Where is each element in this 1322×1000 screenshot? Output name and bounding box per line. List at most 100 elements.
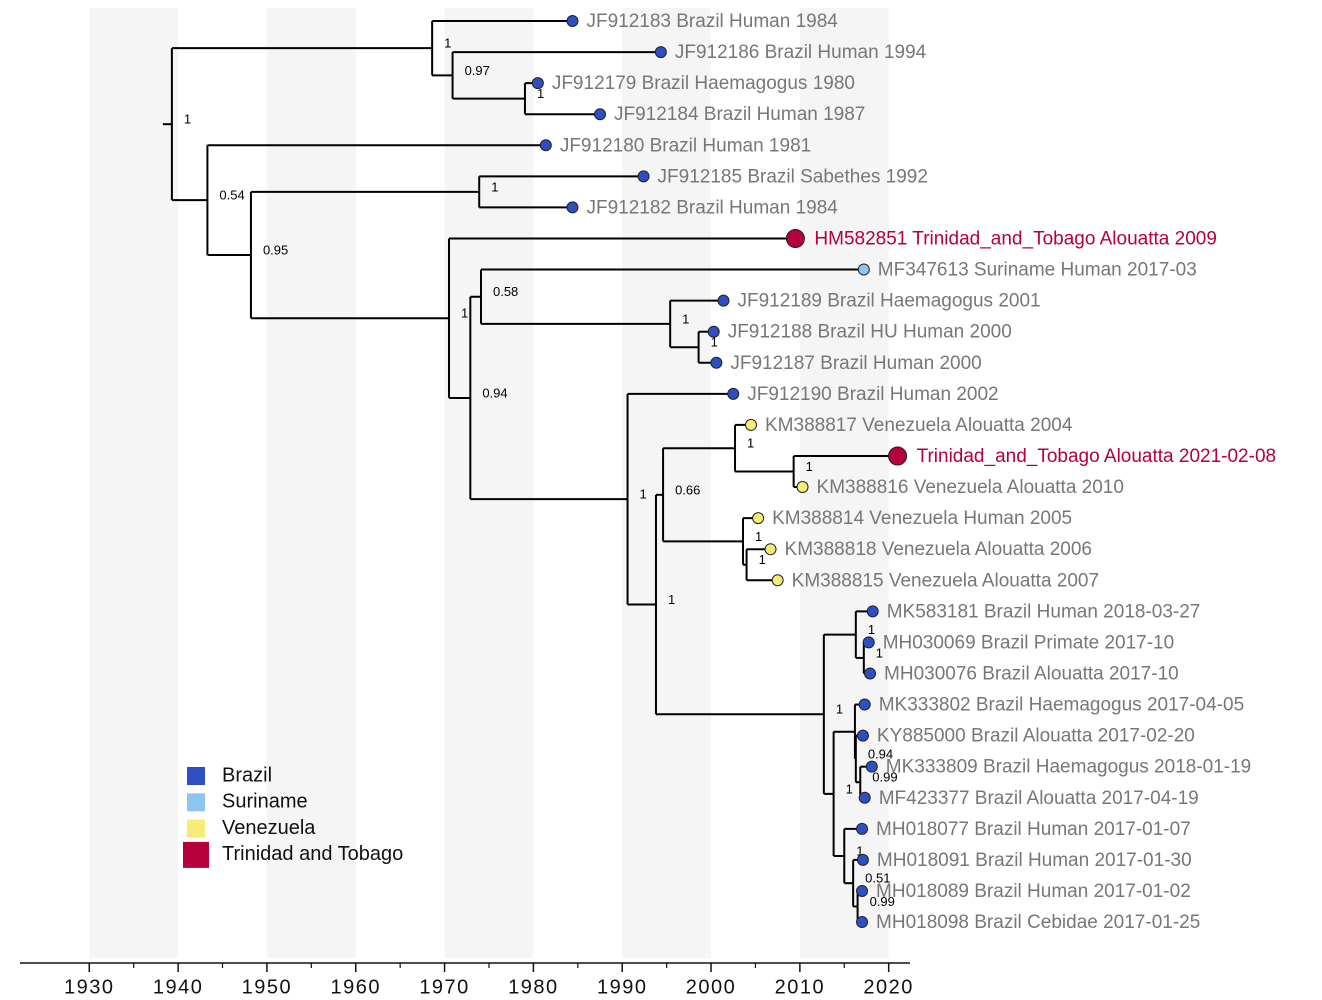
tip-label: HM582851 Trinidad_and_Tobago Alouatta 20… — [814, 229, 1217, 250]
support-label: 1 — [747, 436, 754, 451]
tip-label: MH018077 Brazil Human 2017-01-07 — [876, 819, 1191, 840]
x-tick-label: 1990 — [597, 976, 648, 998]
x-tick-label: 2000 — [686, 976, 737, 998]
tip-label: MH018091 Brazil Human 2017-01-30 — [877, 850, 1192, 871]
tip-label: Trinidad_and_Tobago Alouatta 2021-02-08 — [917, 446, 1277, 467]
support-label: 0.99 — [872, 770, 897, 785]
x-tick-label: 1930 — [64, 976, 115, 998]
tip-marker — [710, 356, 723, 369]
tip-marker — [856, 822, 869, 835]
support-label: 1 — [711, 335, 718, 350]
tip-marker — [717, 294, 730, 307]
tip-label: MH018089 Brazil Human 2017-01-02 — [876, 881, 1191, 902]
tip-label: MK333802 Brazil Haemagogus 2017-04-05 — [879, 695, 1244, 716]
support-label: 0.94 — [482, 385, 507, 400]
tip-marker — [707, 325, 720, 338]
tip-marker — [862, 636, 875, 649]
tip-label: MH018098 Brazil Cebidae 2017-01-25 — [876, 912, 1200, 933]
support-label: 1 — [856, 843, 863, 858]
tip-label: JF912183 Brazil Human 1984 — [586, 11, 838, 32]
tip-marker — [566, 15, 579, 27]
legend-swatch — [187, 819, 205, 838]
legend-label: Trinidad and Tobago — [222, 843, 403, 865]
tip-marker — [594, 108, 607, 121]
support-label: 0.54 — [219, 188, 244, 203]
tip-label: KM388817 Venezuela Alouatta 2004 — [765, 415, 1073, 436]
tip-marker — [858, 791, 871, 804]
tip-marker — [856, 916, 869, 929]
x-tick-label: 2010 — [775, 976, 826, 998]
tip-label: KM388814 Venezuela Human 2005 — [772, 508, 1072, 529]
tip-label: JF912184 Brazil Human 1987 — [614, 104, 865, 125]
tip-marker — [771, 574, 784, 587]
support-label: 1 — [444, 36, 451, 51]
x-tick-label: 1970 — [419, 976, 470, 998]
tip-marker — [637, 170, 650, 183]
support-label: 1 — [755, 529, 762, 544]
x-tick-label: 1960 — [330, 976, 381, 998]
tip-label: JF912182 Brazil Human 1984 — [586, 197, 838, 218]
support-label: 1 — [668, 592, 675, 607]
tip-label: MH030069 Brazil Primate 2017-10 — [883, 632, 1175, 653]
tip-marker — [785, 228, 805, 248]
support-label: 1 — [806, 459, 813, 474]
tip-label: JF912190 Brazil Human 2002 — [747, 384, 998, 405]
support-label: 1 — [491, 179, 498, 194]
tip-label: JF912186 Brazil Human 1994 — [675, 42, 927, 63]
tip-label: KM388816 Venezuela Alouatta 2010 — [817, 477, 1124, 498]
support-label: 0.58 — [493, 284, 518, 299]
tip-marker — [531, 77, 544, 90]
tip-marker — [654, 46, 667, 59]
support-label: 0.94 — [868, 746, 893, 761]
tip-marker — [857, 263, 870, 276]
support-label: 0.66 — [675, 482, 700, 497]
x-tick-label: 1980 — [508, 976, 559, 998]
tip-marker — [864, 667, 877, 680]
support-label: 1 — [461, 306, 468, 321]
tip-label: KM388818 Venezuela Alouatta 2006 — [785, 539, 1092, 560]
tip-marker — [796, 481, 809, 494]
support-label: 1 — [537, 86, 544, 101]
tip-marker — [539, 139, 552, 152]
tip-label: KY885000 Brazil Alouatta 2017-02-20 — [877, 726, 1195, 747]
tip-label: JF912189 Brazil Haemagogus 2001 — [737, 291, 1040, 312]
support-label: 1 — [868, 622, 875, 637]
background-band — [444, 8, 534, 958]
tip-marker — [856, 884, 869, 897]
support-label: 1 — [846, 781, 853, 796]
tip-marker — [856, 729, 869, 742]
legend-swatch — [187, 793, 205, 812]
x-tick-label: 1940 — [153, 976, 204, 998]
tip-marker — [866, 605, 879, 618]
tip-marker — [865, 760, 878, 773]
support-label: 0.97 — [465, 63, 490, 78]
tip-marker — [856, 853, 869, 866]
tip-marker — [764, 543, 777, 556]
support-label: 0.99 — [870, 894, 895, 909]
support-label: 1 — [184, 112, 191, 127]
support-label: 1 — [640, 487, 647, 502]
support-label: 1 — [836, 702, 843, 717]
tip-label: JF912187 Brazil Human 2000 — [730, 353, 981, 374]
tip-label: MK583181 Brazil Human 2018-03-27 — [887, 601, 1201, 622]
support-label: 1 — [759, 552, 766, 567]
tip-marker — [858, 698, 871, 711]
tip-marker — [752, 512, 765, 525]
legend-swatch — [187, 767, 205, 785]
tip-label: JF912185 Brazil Sabethes 1992 — [658, 166, 928, 187]
tip-label: MK333809 Brazil Haemagogus 2018-01-19 — [886, 757, 1251, 778]
tip-label: KM388815 Venezuela Alouatta 2007 — [792, 570, 1099, 591]
tip-label: MF347613 Suriname Human 2017-03 — [878, 260, 1197, 281]
tip-label: MF423377 Brazil Alouatta 2017-04-19 — [879, 788, 1199, 809]
tip-label: MH030076 Brazil Alouatta 2017-10 — [884, 663, 1179, 684]
background-band — [266, 8, 356, 958]
tip-label: JF912188 Brazil HU Human 2000 — [728, 322, 1012, 343]
x-tick-label: 1950 — [242, 976, 293, 998]
legend-label: Suriname — [222, 791, 308, 813]
background-band — [799, 8, 889, 958]
support-label: 1 — [682, 311, 689, 326]
legend-swatch — [183, 841, 209, 868]
x-tick-label: 2020 — [863, 976, 914, 998]
tip-marker — [745, 418, 758, 431]
